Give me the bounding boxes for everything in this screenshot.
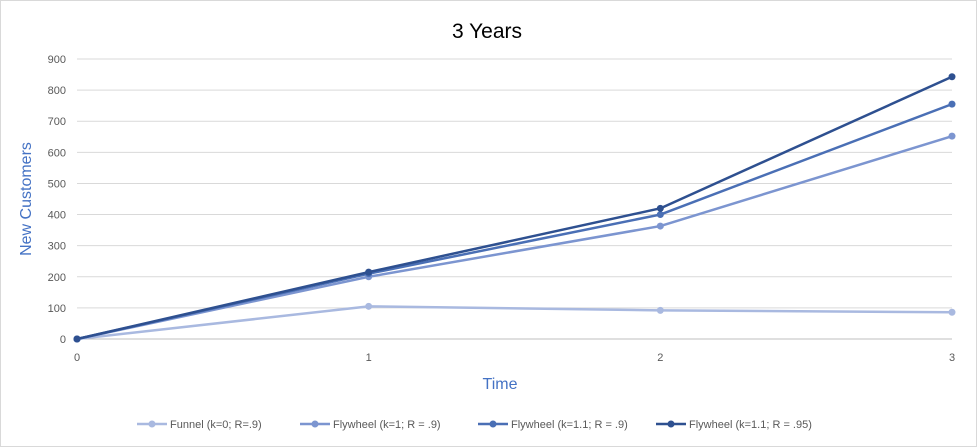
data-point (73, 335, 81, 343)
x-tick-label: 1 (366, 352, 372, 364)
y-tick-label: 900 (48, 54, 66, 66)
y-tick-label: 200 (48, 272, 66, 284)
y-tick-label: 400 (48, 210, 66, 222)
y-tick-label: 100 (48, 303, 66, 315)
legend-swatch-marker (667, 420, 675, 428)
y-tick-label: 800 (48, 85, 66, 97)
series-line (75, 102, 954, 341)
series-line (75, 134, 954, 341)
series-3 (73, 100, 956, 343)
data-point (656, 204, 664, 212)
chart-title: 3 Years (452, 20, 522, 43)
data-point (365, 268, 373, 276)
y-tick-label: 0 (60, 334, 66, 346)
legend-label: Flywheel (k=1; R = .9) (333, 419, 441, 431)
data-point (365, 302, 373, 310)
y-tick-label: 500 (48, 178, 66, 190)
y-tick-label: 600 (48, 147, 66, 159)
x-axis-ticks: 0 1 2 3 (74, 352, 955, 364)
x-tick-label: 0 (74, 352, 80, 364)
data-point (656, 306, 664, 314)
legend: Funnel (k=0; R=.9) Flywheel (k=1; R = .9)… (137, 419, 812, 431)
data-point (948, 308, 956, 316)
legend-item: Funnel (k=0; R=.9) (137, 419, 262, 431)
legend-swatch-marker (148, 420, 156, 428)
legend-item: Flywheel (k=1.1; R = .9) (478, 419, 628, 431)
series-line (75, 75, 954, 341)
legend-item: Flywheel (k=1.1; R = .95) (656, 419, 812, 431)
data-point (656, 211, 664, 219)
x-axis-label: Time (483, 376, 518, 393)
y-axis-label: New Customers (18, 142, 35, 256)
y-tick-label: 700 (48, 116, 66, 128)
data-point (948, 132, 956, 140)
series-4 (73, 73, 956, 343)
y-axis-ticks: 0 100 200 300 400 500 600 700 800 900 (48, 54, 66, 346)
legend-item: Flywheel (k=1; R = .9) (300, 419, 441, 431)
series-line (75, 305, 954, 341)
x-tick-label: 2 (657, 352, 663, 364)
legend-label: Flywheel (k=1.1; R = .95) (689, 419, 812, 431)
y-tick-label: 300 (48, 241, 66, 253)
x-tick-label: 3 (949, 352, 955, 364)
grid-lines (77, 58, 952, 340)
legend-swatch-marker (489, 420, 497, 428)
series-group (73, 73, 956, 343)
data-point (948, 100, 956, 108)
data-point (656, 222, 664, 230)
legend-label: Funnel (k=0; R=.9) (170, 419, 262, 431)
legend-label: Flywheel (k=1.1; R = .9) (511, 419, 628, 431)
legend-swatch-marker (311, 420, 319, 428)
data-point (948, 73, 956, 81)
